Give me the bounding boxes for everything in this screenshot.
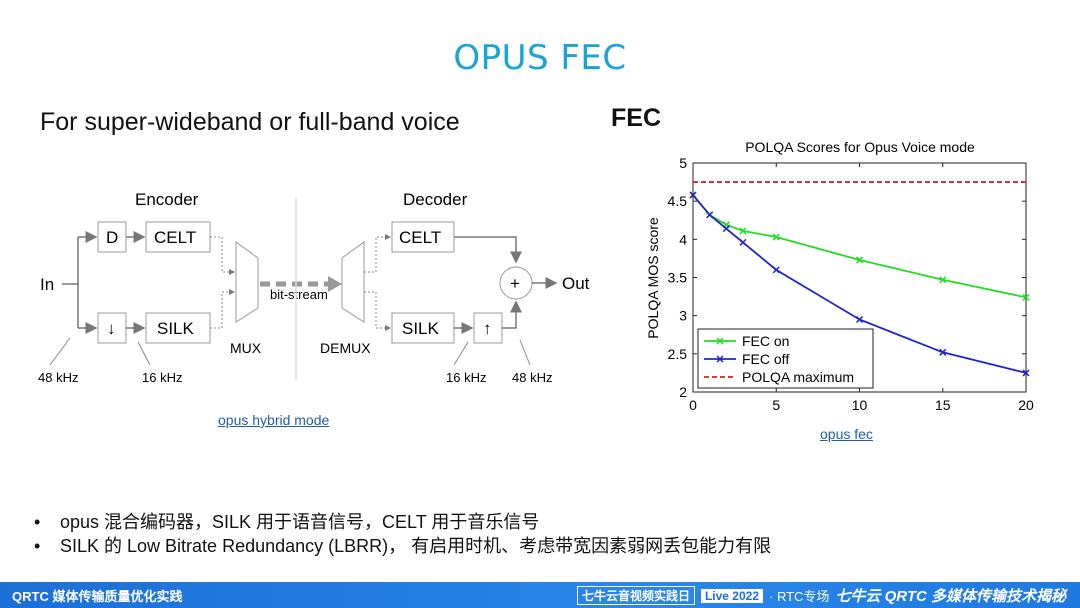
mux-label: MUX	[230, 340, 262, 356]
data-point	[722, 225, 730, 233]
x-tick-label: 0	[689, 397, 697, 413]
data-point	[689, 191, 697, 199]
brand-logo: 七牛云 QRTC 多媒体传输技术揭秘	[835, 588, 1066, 605]
legend-label: FEC off	[742, 351, 789, 367]
downsample-d-box	[97, 221, 127, 253]
bitstream-label: bit-stream	[270, 287, 328, 302]
chart-ylabel: POLQA MOS score	[645, 217, 661, 339]
bullet-item: • opus 混合编码器，SILK 用于语音信号，CELT 用于音乐信号	[34, 512, 540, 532]
data-point	[772, 233, 780, 241]
freq-16khz-left: 16 kHz	[142, 370, 182, 385]
freq-48khz-right: 48 kHz	[512, 370, 552, 385]
y-tick-label: 2.5	[668, 346, 688, 362]
y-tick-label: 3.5	[668, 270, 688, 286]
celt-decoder-label: CELT	[399, 228, 441, 247]
bullet-text: SILK 的 Low Bitrate Redundancy (LBRR)， 有启…	[60, 536, 772, 556]
opus-hybrid-diagram: Encoder Decoder In D CELT ↓ SILK MUX bit…	[38, 190, 590, 385]
celt-decoder-box	[391, 221, 455, 253]
freq-48khz-left: 48 kHz	[38, 370, 78, 385]
data-point	[855, 315, 864, 324]
demux-block	[341, 241, 365, 323]
data-point	[706, 211, 714, 219]
data-point	[939, 348, 947, 356]
celt-encoder-box	[145, 221, 211, 253]
silk-encoder-label: SILK	[157, 319, 195, 338]
bullet-text: opus 混合编码器，SILK 用于语音信号，CELT 用于音乐信号	[60, 512, 540, 532]
silk-decoder-label: SILK	[402, 319, 440, 338]
downsample-box	[97, 312, 127, 344]
x-tick-label: 20	[1018, 397, 1034, 413]
polqa-chart: POLQA Scores for Opus Voice mode POLQA M…	[645, 139, 1034, 413]
data-point	[739, 238, 747, 246]
bullet-list: • opus 混合编码器，SILK 用于语音信号，CELT 用于音乐信号 • SIL…	[34, 510, 771, 558]
slide-title: OPUS FEC	[453, 38, 627, 78]
data-point	[855, 256, 864, 264]
down-arrow-label: ↓	[107, 319, 116, 338]
encoder-label: Encoder	[135, 190, 199, 209]
opus-fec-link[interactable]: opus fec	[820, 426, 873, 442]
d-label: D	[106, 228, 118, 247]
y-tick-label: 4.5	[668, 193, 688, 209]
footer-title: QRTC 媒体传输质量优化实践	[12, 589, 183, 604]
data-point	[1022, 293, 1030, 301]
up-arrow-label: ↑	[483, 319, 492, 338]
celt-encoder-label: CELT	[154, 228, 196, 247]
chart-title: POLQA Scores for Opus Voice mode	[745, 139, 975, 155]
opus-hybrid-mode-link[interactable]: opus hybrid mode	[218, 412, 330, 428]
silk-encoder-box	[145, 312, 211, 344]
fec-heading: FEC	[611, 104, 661, 132]
session-label: · RTC专场	[769, 589, 830, 604]
live-badge: Live 2022	[700, 588, 763, 603]
mux-block	[235, 241, 259, 323]
legend-marker	[716, 355, 724, 363]
demux-label: DEMUX	[320, 340, 371, 356]
bullet-item: • SILK 的 Low Bitrate Redundancy (LBRR)， 有…	[34, 536, 772, 556]
y-tick-label: 4	[679, 231, 687, 247]
x-tick-label: 10	[852, 397, 868, 413]
data-point	[1022, 369, 1030, 377]
x-tick-label: 5	[772, 397, 780, 413]
y-tick-label: 2	[679, 384, 687, 400]
freq-16khz-right: 16 kHz	[446, 370, 486, 385]
x-tick-label: 15	[935, 397, 951, 413]
decoder-label: Decoder	[403, 190, 468, 209]
y-tick-label: 5	[679, 155, 687, 171]
data-point	[739, 227, 747, 235]
y-tick-label: 3	[679, 308, 687, 324]
out-label: Out	[562, 274, 590, 293]
event-badge: 七牛云音视频实践日	[576, 586, 695, 605]
footer-bar: QRTC 媒体传输质量优化实践 七牛云音视频实践日 Live 2022 · RT…	[0, 582, 1080, 608]
data-point	[772, 266, 780, 274]
in-label: In	[40, 275, 54, 294]
slide-subtitle: For super-wideband or full-band voice	[40, 108, 460, 136]
plus-label: +	[510, 274, 520, 293]
legend-label: FEC on	[742, 333, 789, 349]
legend-marker	[716, 337, 724, 345]
footer-right: 七牛云音视频实践日 Live 2022 · RTC专场 七牛云 QRTC 多媒体…	[576, 585, 1066, 606]
legend-label: POLQA maximum	[742, 369, 854, 385]
data-point	[939, 276, 947, 284]
